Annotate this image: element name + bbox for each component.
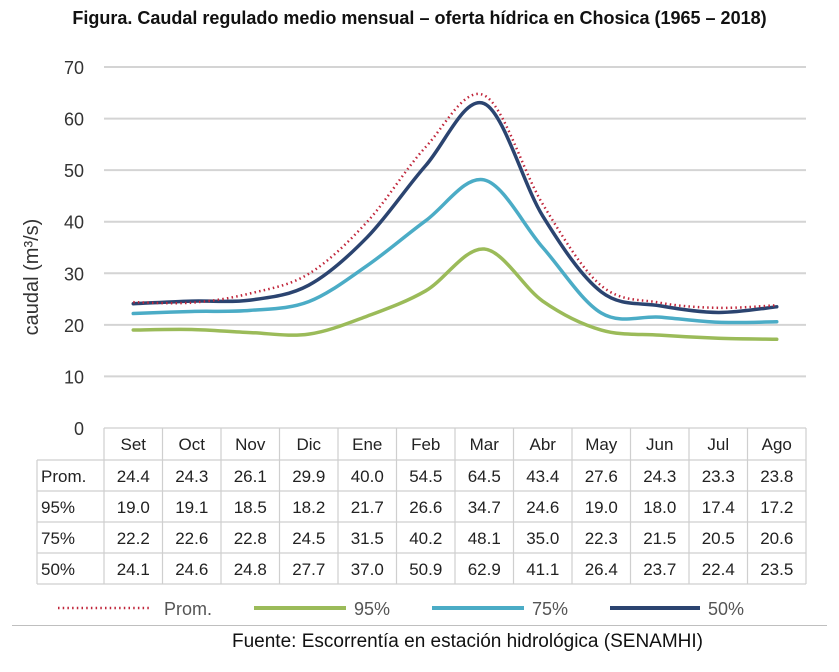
x-tick-label: Mar	[470, 435, 500, 454]
table-cell: 23.8	[760, 467, 793, 486]
x-tick-label: Jul	[707, 435, 729, 454]
legend-label: 75%	[532, 599, 568, 619]
x-tick-label: May	[585, 435, 618, 454]
table-cell: 26.4	[585, 560, 618, 579]
y-tick-label: 40	[64, 213, 84, 233]
table-row-label: 50%	[41, 560, 75, 579]
table-cell: 41.1	[526, 560, 559, 579]
y-tick-label: 10	[64, 367, 84, 387]
x-tick-label: Set	[120, 435, 146, 454]
table-cell: 34.7	[468, 498, 501, 517]
series-line-1	[131, 247, 779, 342]
table-cell: 22.3	[585, 529, 618, 548]
table-cell: 21.7	[351, 498, 384, 517]
table-cell: 22.8	[234, 529, 267, 548]
table-cell: 27.7	[292, 560, 325, 579]
x-tick-label: Dic	[296, 435, 321, 454]
table-cell: 21.5	[643, 529, 676, 548]
figure-title: Figura. Caudal regulado medio mensual – …	[72, 8, 767, 28]
table-cell: 24.5	[292, 529, 325, 548]
table-cell: 23.3	[702, 467, 735, 486]
x-tick-label: Ago	[762, 435, 792, 454]
table-cell: 22.2	[117, 529, 150, 548]
table-cell: 17.4	[702, 498, 735, 517]
table-cell: 26.1	[234, 467, 267, 486]
table-cell: 50.9	[409, 560, 442, 579]
table-cell: 43.4	[526, 467, 559, 486]
series-line-0	[133, 92, 777, 310]
table-row-label: 75%	[41, 529, 75, 548]
table-cell: 18.2	[292, 498, 325, 517]
table-cell: 24.6	[526, 498, 559, 517]
table-cell: 23.7	[643, 560, 676, 579]
series-line-2	[131, 177, 779, 325]
x-tick-label: Nov	[235, 435, 266, 454]
y-tick-label: 60	[64, 110, 84, 130]
y-tick-label: 20	[64, 316, 84, 336]
table-cell: 22.6	[175, 529, 208, 548]
table-cell: 19.0	[117, 498, 150, 517]
table-cell: 54.5	[409, 467, 442, 486]
legend-label: Prom.	[164, 599, 212, 619]
legend-label: 95%	[354, 599, 390, 619]
x-tick-label: Oct	[179, 435, 206, 454]
legend: Prom. 95% 75% 50%	[58, 599, 744, 619]
y-tick-label: 30	[64, 264, 84, 284]
table-cell: 23.5	[760, 560, 793, 579]
data-table: Set Oct Nov Dic Ene Feb Mar Abr May Jun Jul Ago Prom…	[36, 427, 807, 585]
table-cell: 35.0	[526, 529, 559, 548]
table-cell: 20.5	[702, 529, 735, 548]
table-cell: 24.3	[643, 467, 676, 486]
table-cell: 18.0	[643, 498, 676, 517]
table-cell: 22.4	[702, 560, 735, 579]
table-cell: 19.0	[585, 498, 618, 517]
table-cell: 48.1	[468, 529, 501, 548]
x-tick-label: Feb	[411, 435, 440, 454]
x-tick-label: Abr	[530, 435, 557, 454]
table-cell: 24.8	[234, 560, 267, 579]
y-tick-label: 50	[64, 161, 84, 181]
table-cell: 27.6	[585, 467, 618, 486]
table-row-label: 95%	[41, 498, 75, 517]
table-cell: 40.2	[409, 529, 442, 548]
table-cell: 64.5	[468, 467, 501, 486]
line-chart: 0 10 20 30 40 50 60 70 caudal (m³/s) Set Oct Nov D…	[21, 58, 807, 619]
x-tick-label: Ene	[352, 435, 382, 454]
y-tick-label: 70	[64, 58, 84, 78]
table-cell: 24.3	[175, 467, 208, 486]
table-cell: 24.4	[117, 467, 150, 486]
table-cell: 24.1	[117, 560, 150, 579]
y-axis-label: caudal (m³/s)	[21, 219, 43, 336]
table-cell: 24.6	[175, 560, 208, 579]
source-divider	[12, 625, 827, 626]
series-line-3	[131, 100, 779, 315]
table-cell: 20.6	[760, 529, 793, 548]
y-tick-label: 0	[74, 419, 84, 439]
x-tick-label: Jun	[646, 435, 673, 454]
table-cell: 31.5	[351, 529, 384, 548]
figure-source: Fuente: Escorrentía en estación hidrológ…	[232, 631, 703, 652]
table-cell: 17.2	[760, 498, 793, 517]
table-cell: 40.0	[351, 467, 384, 486]
table-cell: 37.0	[351, 560, 384, 579]
table-row-label: Prom.	[41, 467, 86, 486]
legend-label: 50%	[708, 599, 744, 619]
series-lines	[131, 92, 779, 342]
table-cell: 18.5	[234, 498, 267, 517]
y-axis-ticks: 0 10 20 30 40 50 60 70	[64, 58, 84, 439]
table-cell: 29.9	[292, 467, 325, 486]
table-cell: 19.1	[175, 498, 208, 517]
table-cell: 26.6	[409, 498, 442, 517]
table-cell: 62.9	[468, 560, 501, 579]
gridlines	[104, 66, 806, 378]
